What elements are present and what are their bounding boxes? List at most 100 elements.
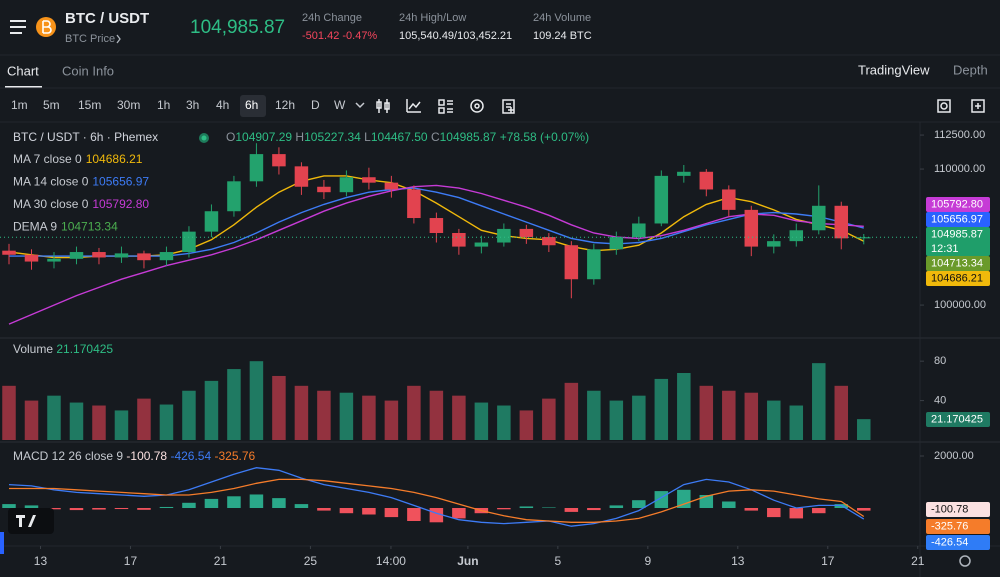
axis-badge-label: 105656.97 <box>931 213 983 225</box>
indicator: MA 7 close 0 104686.21 <box>13 152 143 166</box>
volume-bar <box>812 363 826 440</box>
stat-value: 105,540.49/103,452.21 <box>399 30 512 42</box>
interval[interactable]: 6h <box>245 98 258 112</box>
interval[interactable]: W <box>334 98 346 112</box>
pair[interactable]: BTC / USDT <box>65 10 149 27</box>
candle-body <box>519 228 534 238</box>
macd-bar <box>857 508 871 511</box>
candle-body <box>294 166 309 187</box>
stat-value: -501.42 -0.47% <box>302 30 377 42</box>
ohlc-key: C <box>431 130 440 144</box>
volume-bar <box>474 402 489 440</box>
macd-bar <box>407 508 421 522</box>
interval[interactable]: 12h <box>275 98 295 112</box>
x-tick-label: 21 <box>911 554 925 568</box>
candle-body <box>47 258 61 262</box>
legend-value: 21.170425 <box>56 342 113 356</box>
interval-bar: 1m 5m 15m 30m 1h 3h 4h 6h 12h D W <box>11 98 346 112</box>
indicator-value: 104686.21 <box>86 152 143 166</box>
interval[interactable]: 3h <box>186 98 199 112</box>
macd-bar <box>654 491 669 509</box>
candle-body <box>744 209 759 247</box>
legend-value: -325.76 <box>215 449 256 463</box>
legend-label: Volume <box>13 342 53 356</box>
stat-value: 109.24 BTC <box>533 30 592 42</box>
tab[interactable]: Chart <box>7 63 39 78</box>
interval[interactable]: 5m <box>43 98 60 112</box>
indicator: MA 30 close 0 105792.80 <box>13 197 149 211</box>
axis-badges: 105792.80 105656.97 104985.87 12:31 104713.3… <box>926 197 990 550</box>
candle-body <box>407 189 421 219</box>
volume-bar <box>339 392 354 440</box>
volume-bar <box>227 369 241 440</box>
interval[interactable]: 1m <box>11 98 28 112</box>
symbol-legend: BTC / USDT · 6h · Phemex <box>13 130 158 144</box>
interval-selected <box>240 95 266 117</box>
ohlc-change: +78.58 (+0.07%) <box>500 130 589 144</box>
dropdown-icon[interactable] <box>355 102 365 109</box>
y-tick-label: 80 <box>934 355 946 367</box>
macd-bar <box>294 504 309 509</box>
interval[interactable]: 4h <box>216 98 229 112</box>
volume-bar <box>92 405 106 440</box>
menu-icon[interactable] <box>10 20 26 34</box>
subtitle[interactable]: BTC Price <box>65 33 115 45</box>
candle-body <box>227 181 241 212</box>
indicator-value: 104713.34 <box>61 220 118 234</box>
candle-body <box>317 186 331 193</box>
macd-bar <box>744 508 759 511</box>
indicator-value: 105656.97 <box>92 175 149 189</box>
y-tick-label: 100000.00 <box>934 299 986 311</box>
x-tick-label: 25 <box>304 554 318 568</box>
candle-body <box>474 242 489 247</box>
view-tab[interactable]: TradingView <box>858 62 930 77</box>
axis-badge-label: 104985.87 <box>931 228 983 240</box>
settings-icon[interactable] <box>959 555 971 567</box>
macd-bar <box>204 498 219 509</box>
indicator-value: 105792.80 <box>92 197 149 211</box>
volume-bar <box>587 390 601 440</box>
volume-bar <box>564 382 579 440</box>
x-tick-label: 17 <box>124 554 138 568</box>
ohlc-value: 104467.50 <box>371 130 428 144</box>
side-marker <box>0 532 4 554</box>
macd-bar <box>249 494 264 509</box>
ohlc-value: 104907.29 <box>235 130 292 144</box>
candle-body <box>182 231 196 253</box>
x-tick-label: 5 <box>555 554 562 568</box>
candle-body <box>654 175 669 224</box>
macd-bar <box>789 508 804 519</box>
axis-badge-label: 104713.34 <box>931 257 983 269</box>
macd-bar <box>767 508 781 518</box>
candle-body <box>92 252 106 258</box>
volume-bar <box>429 390 444 440</box>
candle-body <box>24 254 39 262</box>
x-tick-label: 14:00 <box>376 554 406 568</box>
candle-body <box>69 252 84 259</box>
volume-bar <box>609 400 624 440</box>
view-tab[interactable]: Depth <box>953 62 988 77</box>
ohlc-key: L <box>364 130 371 144</box>
volume-bar <box>24 400 39 440</box>
candle-body <box>587 249 601 280</box>
volume-bar <box>699 385 714 440</box>
interval[interactable]: 1h <box>157 98 170 112</box>
candle-body <box>857 237 871 239</box>
x-tick-label: 13 <box>731 554 745 568</box>
volume-bar <box>497 405 511 440</box>
candle-body <box>137 253 151 261</box>
interval[interactable]: 15m <box>78 98 101 112</box>
volume-bar <box>542 398 556 440</box>
interval[interactable]: D <box>311 98 320 112</box>
interval[interactable]: 30m <box>117 98 140 112</box>
candle-body <box>609 237 624 250</box>
macd-bar <box>114 508 129 510</box>
volume-bar <box>677 373 691 440</box>
tab[interactable]: Coin Info <box>62 63 114 78</box>
toolbar-icons[interactable] <box>376 99 985 114</box>
indicator-line <box>8 467 865 527</box>
volume-bar <box>317 390 331 440</box>
